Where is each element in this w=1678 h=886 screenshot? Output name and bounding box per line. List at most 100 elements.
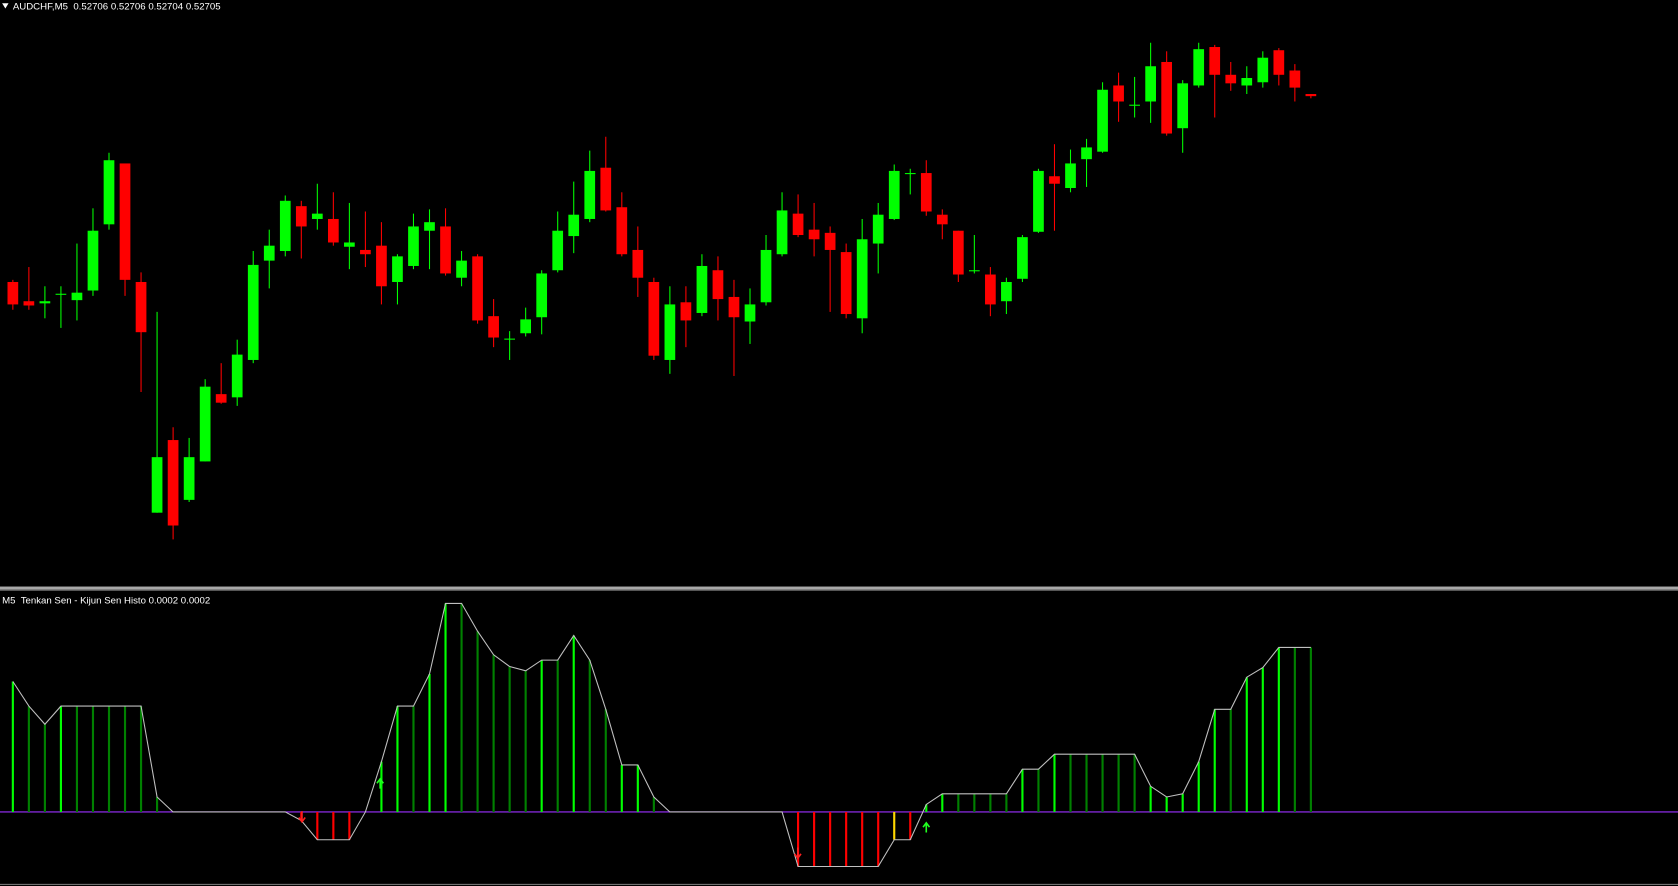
indicator-value: 0.0002: [181, 595, 210, 606]
candle-body: [840, 252, 852, 315]
candle-body: [440, 226, 451, 274]
candle-body: [728, 296, 740, 318]
candle-body: [824, 232, 836, 250]
candle-body: [616, 207, 628, 255]
candle-body: [1097, 89, 1108, 152]
candle-body: [1113, 85, 1124, 102]
candle-body: [55, 293, 67, 295]
candle-body: [712, 270, 724, 300]
candle-body: [648, 281, 660, 356]
candle-body: [199, 386, 211, 462]
candle-body: [1081, 147, 1092, 160]
candle-body: [263, 245, 275, 261]
candle-body: [392, 256, 403, 282]
candle-body: [1241, 77, 1253, 86]
buy-arrow: [922, 821, 931, 833]
candle-body: [760, 249, 772, 303]
candle-body: [1257, 57, 1269, 83]
candle-body: [632, 249, 644, 278]
candle-body: [71, 292, 83, 301]
candle-body: [968, 270, 980, 272]
candle-body: [1001, 281, 1012, 302]
candle-body: [920, 173, 932, 212]
candle-body: [1065, 163, 1076, 189]
main-header: AUDCHF,M5 0.52706 0.52706 0.52704 0.5270…: [13, 1, 221, 12]
candle-body: [888, 170, 900, 219]
candle-body: [856, 239, 868, 319]
candle-body: [279, 200, 291, 252]
candle-body: [504, 338, 515, 340]
candle-body: [792, 213, 804, 235]
symbol: AUDCHF,M5: [13, 1, 68, 12]
candle-body: [536, 273, 548, 318]
indicator-name: M5 Tenkan Sen - Kijun Sen Histo: [2, 595, 146, 606]
candle-body: [776, 210, 788, 255]
indicator-value: 0.0002: [149, 595, 178, 606]
candle-body: [952, 230, 964, 275]
candle-body: [1129, 104, 1140, 106]
last-open: 0.52706: [73, 1, 108, 12]
candle-body: [584, 170, 596, 219]
histogram-line: [12, 602, 1311, 868]
candle-body: [424, 222, 435, 231]
candle-body: [1193, 49, 1205, 86]
candle-body: [696, 265, 708, 313]
candle-body: [936, 214, 948, 225]
candle-body: [7, 281, 19, 305]
candle-body: [985, 274, 996, 305]
candle-body: [1209, 47, 1221, 75]
candle-body: [872, 214, 884, 244]
panel-separator[interactable]: [0, 586, 1678, 591]
candle-body: [520, 319, 532, 334]
marks: [0, 42, 1678, 868]
candle-body: [103, 160, 115, 225]
candle-body: [247, 264, 259, 360]
candle-body: [183, 457, 195, 500]
indicator-header: M5 Tenkan Sen - Kijun Sen Histo 0.0002 0…: [2, 595, 210, 606]
sell-arrow: [793, 847, 802, 860]
menu-triangle[interactable]: [2, 3, 9, 9]
candle-body: [135, 281, 147, 333]
candle-body: [1145, 66, 1156, 102]
candle-body: [327, 218, 339, 243]
candle-body: [344, 242, 355, 247]
candle-body: [808, 229, 820, 240]
candle-body: [23, 301, 35, 306]
candle-body: [295, 206, 307, 227]
candle-body: [360, 249, 371, 255]
signal-arrows: [298, 777, 931, 860]
candle-body: [600, 167, 612, 211]
last-low: 0.52704: [148, 1, 183, 12]
candle-body: [119, 163, 131, 280]
candle-body: [552, 230, 564, 271]
candle-body: [1225, 74, 1237, 84]
candle-body: [87, 230, 99, 291]
candle-body: [472, 256, 483, 321]
candle-body: [664, 304, 676, 360]
candle-body: [1305, 94, 1317, 97]
candle-body: [680, 302, 692, 321]
candle-body: [904, 173, 916, 175]
candle-body: [568, 214, 580, 237]
candle-body: [488, 316, 499, 338]
last-high: 0.52706: [111, 1, 146, 12]
candle-body: [1049, 176, 1060, 184]
candle-body: [1177, 83, 1189, 129]
candle-body: [376, 245, 387, 287]
candle-body: [1161, 61, 1173, 134]
candle-body: [167, 440, 179, 526]
candle-body: [408, 226, 419, 266]
candle-body: [1017, 237, 1028, 279]
candle-body: [231, 354, 243, 398]
candle-body: [1273, 50, 1285, 75]
candle-body: [151, 457, 163, 513]
buy-arrow: [376, 777, 385, 789]
candle-body: [311, 213, 323, 219]
candle-body: [1033, 170, 1044, 232]
last-close: 0.52705: [186, 1, 221, 12]
candle-body: [744, 304, 756, 322]
sell-arrow: [298, 811, 306, 824]
